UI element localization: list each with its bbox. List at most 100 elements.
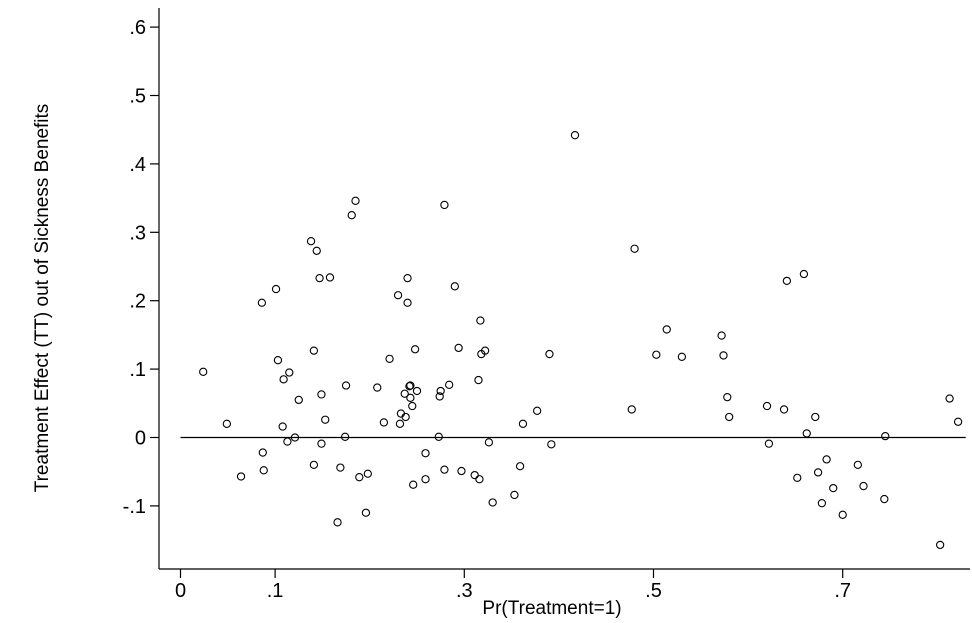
data-point xyxy=(421,449,430,458)
data-point xyxy=(315,273,324,283)
data-point xyxy=(853,460,862,470)
data-point xyxy=(953,417,963,426)
data-point xyxy=(400,389,409,398)
data-point xyxy=(510,490,519,500)
data-point xyxy=(317,390,326,399)
y-tick-label: .5 xyxy=(129,86,146,108)
data-point xyxy=(258,448,267,457)
data-point xyxy=(363,469,372,478)
y-tick-label: .1 xyxy=(129,359,146,381)
data-point xyxy=(859,481,868,491)
data-point xyxy=(379,418,389,427)
data-point xyxy=(325,273,335,282)
data-point xyxy=(347,211,356,220)
data-point xyxy=(294,395,303,405)
data-point xyxy=(945,394,954,403)
data-point xyxy=(762,401,772,411)
data-point xyxy=(222,419,232,428)
data-point xyxy=(545,349,554,359)
data-point xyxy=(476,316,485,325)
y-tick-label: .6 xyxy=(129,17,146,39)
data-point xyxy=(395,419,405,428)
y-tick-label: -.1 xyxy=(123,496,146,518)
data-point xyxy=(257,298,267,307)
data-point xyxy=(278,422,287,431)
plot-area: -.1 0 .1 .2 .3 .4 .5 .6 0 .1 .3 .5 .7 xyxy=(123,8,970,602)
data-point xyxy=(457,466,466,476)
data-point xyxy=(279,375,288,384)
data-point xyxy=(652,350,661,359)
data-point xyxy=(764,439,774,448)
y-tick-label: .3 xyxy=(129,222,146,244)
data-point xyxy=(518,419,528,428)
data-point xyxy=(880,494,889,504)
y-ticks: -.1 0 .1 .2 .3 .4 .5 .6 xyxy=(123,17,159,518)
data-point xyxy=(312,246,321,255)
data-point xyxy=(309,346,319,355)
y-axis-label: Treatment Effect (TT) out of Sickness Be… xyxy=(32,104,53,493)
x-tick-label: .1 xyxy=(267,580,284,602)
data-points xyxy=(199,131,963,550)
data-point xyxy=(627,405,636,414)
data-point xyxy=(385,354,394,363)
data-point xyxy=(373,383,382,392)
data-point xyxy=(822,455,831,464)
data-point xyxy=(445,380,454,389)
data-point xyxy=(450,282,459,291)
data-point xyxy=(340,432,350,441)
data-point xyxy=(309,460,319,470)
data-point xyxy=(259,466,268,475)
data-point xyxy=(406,393,415,402)
data-point xyxy=(454,343,463,353)
data-point xyxy=(403,273,412,283)
data-point xyxy=(484,438,494,447)
data-point xyxy=(570,131,580,140)
data-point xyxy=(440,200,449,210)
data-point xyxy=(440,465,449,474)
data-point xyxy=(935,540,945,550)
data-point xyxy=(401,412,410,422)
data-point xyxy=(283,437,292,446)
data-point xyxy=(435,392,444,401)
data-point xyxy=(408,401,417,411)
data-point xyxy=(547,440,556,449)
data-point xyxy=(273,356,283,365)
x-tick-label: .5 xyxy=(645,580,662,602)
data-point xyxy=(662,325,671,334)
data-point xyxy=(393,291,403,300)
data-point xyxy=(434,432,443,441)
y-tick-label: .2 xyxy=(129,291,146,313)
x-tick-label: .3 xyxy=(456,580,473,602)
data-point xyxy=(355,473,364,482)
data-point xyxy=(199,367,208,376)
data-point xyxy=(341,381,351,390)
data-point xyxy=(475,475,484,484)
data-point xyxy=(409,480,418,489)
data-point xyxy=(717,331,726,340)
data-point xyxy=(829,483,838,493)
data-point xyxy=(779,405,789,414)
data-point xyxy=(321,415,330,424)
data-point xyxy=(470,470,479,480)
data-point xyxy=(630,244,639,253)
y-tick-label: .4 xyxy=(129,154,146,176)
data-point xyxy=(488,498,497,507)
x-ticks: 0 .1 .3 .5 .7 xyxy=(175,569,851,602)
data-point xyxy=(881,431,890,441)
x-axis-label: Pr(Treatment=1) xyxy=(482,598,621,619)
data-point xyxy=(677,352,687,361)
data-point xyxy=(405,382,414,391)
data-point xyxy=(725,412,734,422)
data-point xyxy=(838,510,847,519)
data-point xyxy=(333,518,342,527)
x-tick-label: 0 xyxy=(175,580,186,602)
data-point xyxy=(403,298,412,307)
data-point xyxy=(271,284,281,294)
data-point xyxy=(290,433,300,442)
data-point xyxy=(474,375,483,385)
data-point xyxy=(793,473,802,483)
x-tick-label: .7 xyxy=(834,580,851,602)
data-point xyxy=(351,196,360,205)
data-point xyxy=(306,237,316,246)
